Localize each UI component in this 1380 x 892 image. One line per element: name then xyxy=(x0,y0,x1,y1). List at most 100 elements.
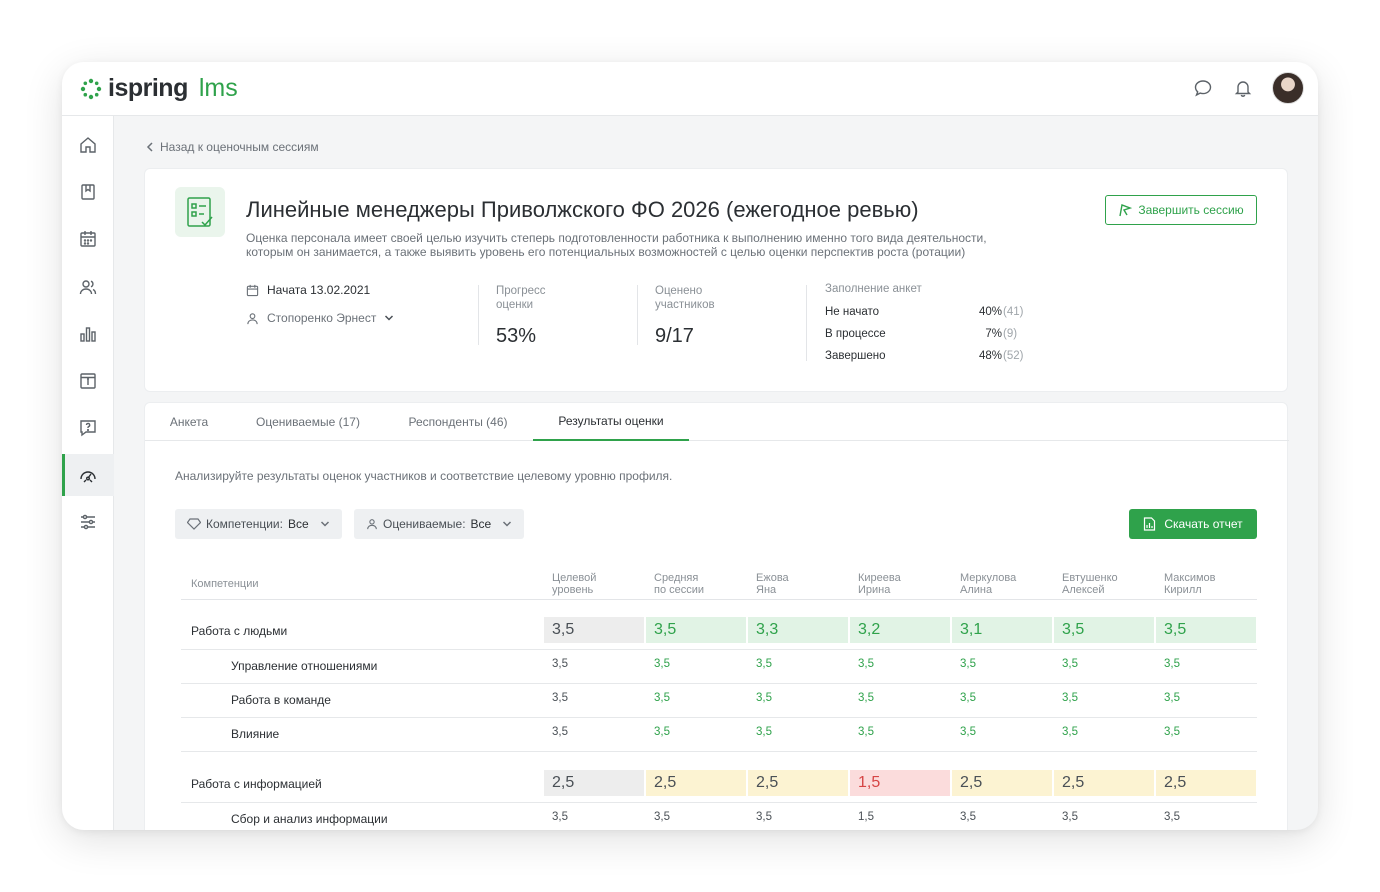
stat-divider xyxy=(806,285,807,361)
score-cell: 3,5 xyxy=(960,811,976,823)
fill-label: Заполнение анкет xyxy=(825,283,922,295)
group-score-cell: 2,5 xyxy=(748,770,848,796)
user-small-icon xyxy=(247,312,258,324)
diamond-icon xyxy=(187,518,201,530)
competencies-filter[interactable]: Компетенции: Все xyxy=(175,509,342,539)
tab-bar: Анкета Оцениваемые (17) Респонденты (46)… xyxy=(145,403,1289,441)
fill-row-not-started: Не начато 40% (41) xyxy=(825,306,1024,318)
group-score-cell: 2,5 xyxy=(952,770,1052,796)
score-cell: 3,5 xyxy=(960,692,976,704)
download-report-button[interactable]: Скачать отчет xyxy=(1129,509,1257,539)
column-header: Максимов Кирилл xyxy=(1164,572,1216,596)
progress-label: Прогресс оценки xyxy=(496,285,546,311)
tab-assessed[interactable]: Оцениваемые (17) xyxy=(256,415,360,429)
checklist-icon xyxy=(175,187,225,237)
session-owner[interactable]: Стопоренко Эрнест xyxy=(246,311,394,325)
assessed-label: Оценено участников xyxy=(655,285,715,311)
user-avatar[interactable] xyxy=(1272,72,1304,104)
score-cell: 3,5 xyxy=(654,658,670,670)
fill-row-completed: Завершено 48% (52) xyxy=(825,350,1024,362)
score-cell: 3,5 xyxy=(654,726,670,738)
home-icon[interactable] xyxy=(62,124,114,166)
reports-chart-icon[interactable] xyxy=(62,313,114,355)
start-date-text: Начата 13.02.2021 xyxy=(267,283,371,297)
calendar-small-icon xyxy=(246,284,259,296)
start-date: Начата 13.02.2021 xyxy=(246,283,370,297)
progress-value: 53% xyxy=(496,325,537,347)
score-cell: 3,5 xyxy=(552,658,568,670)
competency-group-name: Работа с информацией xyxy=(191,777,322,791)
score-cell: 3,5 xyxy=(756,726,772,738)
column-header: Киреева Ирина xyxy=(858,572,901,596)
back-link-label: Назад к оценочным сессиям xyxy=(160,140,319,154)
stat-divider xyxy=(637,285,638,345)
score-cell: 3,5 xyxy=(1062,726,1078,738)
score-cell: 3,5 xyxy=(858,692,874,704)
back-link[interactable]: Назад к оценочным сессиям xyxy=(146,140,319,154)
group-score-cell: 3,5 xyxy=(544,617,644,643)
score-cell: 3,5 xyxy=(960,726,976,738)
score-cell: 3,5 xyxy=(756,658,772,670)
logo-text: ispring xyxy=(108,74,188,102)
score-cell: 3,5 xyxy=(1062,658,1078,670)
finish-session-label: Завершить сессию xyxy=(1138,203,1244,217)
download-report-label: Скачать отчет xyxy=(1164,517,1243,531)
settings-sliders-icon[interactable] xyxy=(62,501,114,543)
logo[interactable]: ispring lms xyxy=(80,74,238,103)
user-small-icon xyxy=(367,519,377,530)
column-header: Средняя по сессии xyxy=(654,572,705,596)
group-score-cell: 1,5 xyxy=(850,770,950,796)
group-score-cell: 2,5 xyxy=(1156,770,1256,796)
column-header: Меркулова Алина xyxy=(960,572,1017,596)
info-board-icon[interactable] xyxy=(62,360,114,402)
chevron-left-icon xyxy=(146,142,153,152)
logo-flower-icon xyxy=(80,78,102,99)
group-score-cell: 2,5 xyxy=(1054,770,1154,796)
calendar-icon[interactable] xyxy=(62,218,114,260)
assessed-filter[interactable]: Оцениваемые: Все xyxy=(354,509,525,539)
app-window: ispring lms xyxy=(62,62,1318,830)
column-header: Целевой уровень xyxy=(552,572,597,596)
finish-session-button[interactable]: Завершить сессию xyxy=(1105,195,1257,225)
tab-questionnaire[interactable]: Анкета xyxy=(169,415,209,429)
session-title: Линейные менеджеры Приволжского ФО 2026 … xyxy=(246,197,919,222)
bell-icon[interactable] xyxy=(1232,77,1254,99)
score-cell: 3,5 xyxy=(1164,811,1180,823)
assessment-gauge-icon[interactable] xyxy=(62,454,114,496)
competency-name: Работа в команде xyxy=(231,693,331,707)
owner-name: Стопоренко Эрнест xyxy=(267,311,377,325)
fill-row-in-progress: В процессе 7% (9) xyxy=(825,328,1018,340)
score-cell: 3,5 xyxy=(552,692,568,704)
group-score-cell: 2,5 xyxy=(544,770,644,796)
table-header-divider xyxy=(181,599,1257,600)
assessed-value: 9/17 xyxy=(655,325,694,347)
chat-icon[interactable] xyxy=(1192,77,1214,99)
group-score-cell: 2,5 xyxy=(646,770,746,796)
row-divider xyxy=(181,683,1257,684)
stat-divider xyxy=(478,285,479,345)
competency-group-name: Работа с людьми xyxy=(191,624,288,638)
score-cell: 3,5 xyxy=(1164,692,1180,704)
tab-results[interactable]: Результаты оценки xyxy=(533,403,689,441)
users-icon[interactable] xyxy=(62,266,114,308)
session-description: Оценка персонала имеет своей целью изучи… xyxy=(246,231,987,259)
sidebar xyxy=(62,116,114,830)
group-score-cell: 3,5 xyxy=(1054,617,1154,643)
score-cell: 3,5 xyxy=(654,811,670,823)
column-header: Ежова Яна xyxy=(756,572,789,596)
chevron-down-icon xyxy=(503,521,512,527)
score-cell: 3,5 xyxy=(1062,811,1078,823)
chevron-down-icon xyxy=(385,315,394,321)
help-question-icon[interactable] xyxy=(62,407,114,449)
score-cell: 3,5 xyxy=(756,811,772,823)
score-cell: 3,5 xyxy=(756,692,772,704)
book-icon[interactable] xyxy=(62,171,114,213)
session-card: Линейные менеджеры Приволжского ФО 2026 … xyxy=(144,168,1288,392)
score-cell: 3,5 xyxy=(1164,658,1180,670)
competency-name: Управление отношениями xyxy=(231,659,378,673)
group-score-cell: 3,5 xyxy=(1156,617,1256,643)
score-cell: 3,5 xyxy=(858,726,874,738)
row-divider xyxy=(181,751,1257,752)
score-cell: 3,5 xyxy=(1062,692,1078,704)
tab-respondents[interactable]: Респонденты (46) xyxy=(408,415,508,429)
